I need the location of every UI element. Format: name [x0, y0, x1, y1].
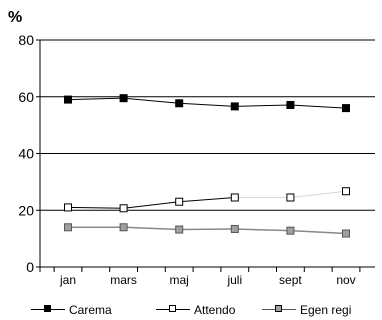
series-carema-point-4 [286, 100, 295, 109]
series-attendo-point-2 [175, 197, 184, 206]
series-attendo-segment-4 [290, 190, 347, 198]
legend-label-attendo: Attendo [194, 303, 236, 317]
x-tick-label-jan: jan [59, 273, 76, 287]
series-carema-point-2 [175, 99, 184, 108]
series-attendo-point-1 [119, 204, 128, 213]
series-attendo-point-0 [64, 203, 72, 212]
series-carema-segment-3 [234, 104, 291, 107]
series-carema-point-5 [342, 104, 350, 113]
y-unit-label: % [8, 9, 22, 26]
series-carema-point-1 [119, 94, 128, 103]
series-egen-regi-point-3 [230, 224, 239, 233]
series-attendo-point-3 [230, 193, 239, 202]
x-tick-label-juli: juli [226, 273, 242, 287]
y-tick-label-0: 0 [26, 259, 34, 275]
series-carema-point-3 [230, 102, 239, 111]
legend-symbol-attendo [156, 300, 190, 320]
legend-symbol-carema [31, 300, 65, 320]
series-carema-segment-0 [67, 97, 124, 101]
x-tick-label-mars: mars [110, 273, 137, 287]
legend-symbol-egen-regi [262, 300, 296, 320]
series-egen-regi-point-5 [342, 229, 350, 238]
legend-item-egen-regi: Egen regi [262, 300, 351, 320]
line-chart: % 0 20 40 60 80 jan mars maj juli sept nov [8, 9, 375, 287]
series-carema-segment-4 [290, 104, 347, 109]
x-tick-label-sept: sept [279, 273, 302, 287]
series-egen-regi-point-2 [175, 225, 184, 234]
series-carema-point-0 [64, 95, 72, 104]
series-carema-segment-1 [123, 97, 180, 104]
y-tick-label-40: 40 [18, 146, 34, 162]
series-attendo-segment-2 [179, 196, 235, 203]
series-attendo-point-5 [342, 187, 350, 196]
series-egen-regi-point-4 [286, 226, 295, 235]
series-attendo-point-4 [286, 193, 295, 202]
series-egen-regi-segment-2 [179, 228, 235, 231]
series-attendo-segment-0 [67, 206, 124, 209]
series-carema-segment-2 [179, 102, 235, 107]
series-egen-regi-segment-1 [123, 226, 180, 231]
series-egen-regi-point-0 [64, 223, 72, 232]
series-egen-regi-segment-3 [234, 228, 291, 232]
y-tick-label-60: 60 [18, 89, 34, 105]
x-tick-label-maj: maj [170, 273, 189, 287]
legend-label-egen-regi: Egen regi [300, 303, 352, 317]
legend-item-attendo: Attendo [156, 300, 235, 320]
y-tick-label-80: 80 [18, 32, 34, 48]
legend-label-carema: Carema [69, 303, 112, 317]
series-attendo-segment-1 [123, 201, 180, 209]
x-tick-label-nov: nov [336, 273, 355, 287]
series-egen-regi-point-1 [119, 223, 128, 232]
legend-item-carema: Carema [31, 300, 112, 320]
legend: Carema Attendo Egen regi [0, 300, 382, 320]
series-egen-regi-segment-4 [290, 229, 347, 235]
y-tick-label-20: 20 [18, 202, 34, 218]
